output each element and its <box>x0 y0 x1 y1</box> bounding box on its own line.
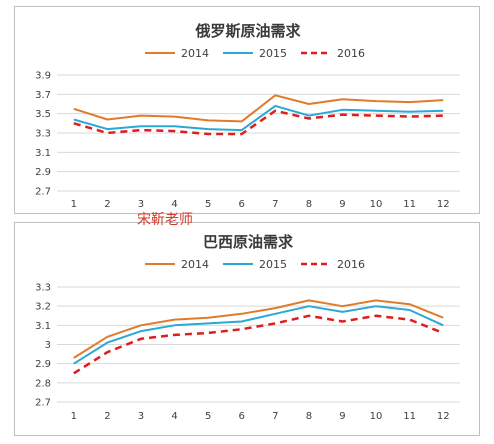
x-tick-label: 7 <box>272 411 278 422</box>
x-tick-label: 5 <box>205 199 211 210</box>
x-tick-label: 1 <box>71 411 77 422</box>
y-tick-label: 2.7 <box>35 187 51 198</box>
x-tick-label: 2 <box>104 199 110 210</box>
y-tick-label: 3.1 <box>35 321 51 332</box>
x-tick-label: 5 <box>205 411 211 422</box>
russia-series-line-2014 <box>73 94 444 123</box>
brazil-series-line-2016 <box>73 314 444 375</box>
y-tick-label: 3.7 <box>35 90 51 101</box>
x-tick-label: 6 <box>239 411 245 422</box>
legend-label-2015: 2015 <box>259 258 287 271</box>
y-tick-label: 3.3 <box>35 129 51 140</box>
brazil-series-line-2014 <box>73 299 444 359</box>
y-tick-label: 3.5 <box>35 109 51 120</box>
x-tick-label: 10 <box>370 411 383 422</box>
x-tick-label: 3 <box>138 199 144 210</box>
x-tick-label: 1 <box>71 199 77 210</box>
x-tick-label: 4 <box>171 199 177 210</box>
x-tick-label: 8 <box>306 199 312 210</box>
legend-label-2016: 2016 <box>337 258 365 271</box>
y-tick-label: 2.7 <box>35 398 51 409</box>
x-tick-label: 11 <box>403 411 416 422</box>
y-tick-label: 3.2 <box>35 302 51 313</box>
x-tick-label: 10 <box>370 199 383 210</box>
x-tick-label: 9 <box>339 411 345 422</box>
y-tick-label: 3.9 <box>35 71 51 82</box>
russia-series-line-2016 <box>73 109 444 136</box>
y-tick-label: 2.9 <box>35 167 51 178</box>
x-tick-label: 7 <box>272 199 278 210</box>
x-tick-label: 12 <box>437 199 450 210</box>
y-tick-label: 2.9 <box>35 359 51 370</box>
brazil-chart-title: 巴西原油需求 <box>203 233 294 251</box>
x-tick-label: 8 <box>306 411 312 422</box>
brazil-series-line-2015 <box>73 305 444 365</box>
x-tick-label: 6 <box>239 199 245 210</box>
legend-label-2016: 2016 <box>337 47 365 60</box>
x-tick-label: 2 <box>104 411 110 422</box>
russia-chart-svg: 俄罗斯原油需求 2014 2015 2016 2.7 2.9 3.1 3.3 3.5 3.7 3.9… <box>35 22 460 210</box>
y-tick-label: 3.3 <box>35 283 51 294</box>
legend-label-2014: 2014 <box>181 47 209 60</box>
x-tick-label: 11 <box>403 199 416 210</box>
x-tick-label: 12 <box>437 411 450 422</box>
brazil-oil-demand-chart: 巴西原油需求 2014 2015 2016 2.7 2.8 2.9 3 3.1 3.2 3.3 1 2 3… <box>14 222 480 436</box>
y-tick-label: 3.1 <box>35 148 51 159</box>
y-tick-label: 2.8 <box>35 378 51 389</box>
russia-series-line-2015 <box>73 104 444 132</box>
x-tick-label: 3 <box>138 411 144 422</box>
watermark-text: 宋靳老师 <box>137 212 193 228</box>
x-tick-label: 9 <box>339 199 345 210</box>
legend-label-2014: 2014 <box>181 258 209 271</box>
russia-oil-demand-chart: 俄罗斯原油需求 2014 2015 2016 2.7 2.9 3.1 3.3 3.5 3.7 3.9… <box>14 6 480 214</box>
x-tick-label: 4 <box>171 411 177 422</box>
legend-label-2015: 2015 <box>259 47 287 60</box>
russia-chart-title: 俄罗斯原油需求 <box>194 22 301 40</box>
y-tick-label: 3 <box>45 340 51 351</box>
